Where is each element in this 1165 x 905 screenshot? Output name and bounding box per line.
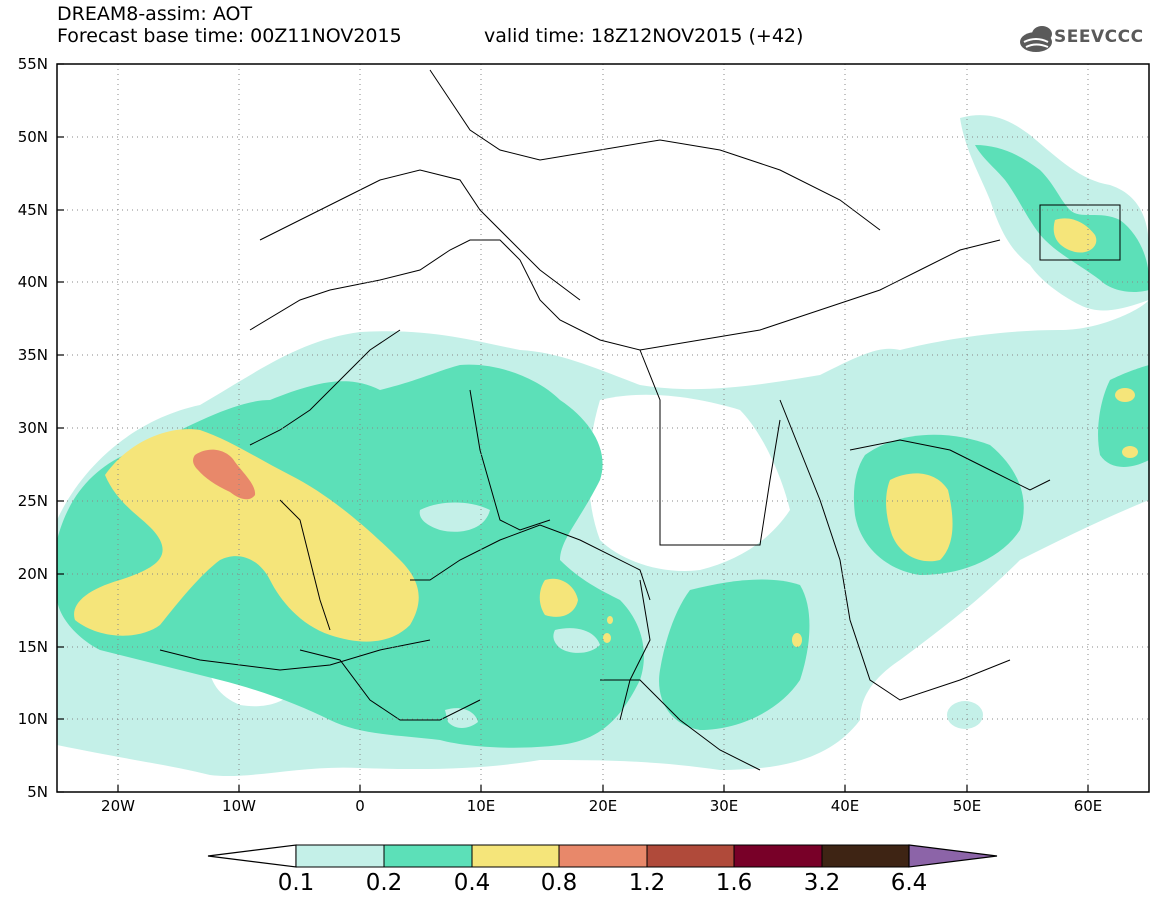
lon-label: 60E xyxy=(1073,797,1103,815)
colorbar-segment-1 xyxy=(295,844,385,868)
lat-label: 35N xyxy=(17,346,48,364)
forecast-base-time: Forecast base time: 00Z11NOV2015 xyxy=(57,25,402,47)
colorbar-segment-2 xyxy=(383,844,473,868)
lat-label: 10N xyxy=(17,710,48,728)
lat-label: 30N xyxy=(17,419,48,437)
colorbar-segment-6 xyxy=(733,844,823,868)
lat-label: 25N xyxy=(17,492,48,510)
colorbar-segment-3 xyxy=(471,844,560,868)
colorbar-label: 0.8 xyxy=(540,870,578,896)
lat-label: 50N xyxy=(17,128,48,146)
colorbar-label: 6.4 xyxy=(890,870,928,896)
axis-ticks xyxy=(57,63,1089,793)
lon-label: 20E xyxy=(588,797,618,815)
map-title: DREAM8-assim: AOT xyxy=(57,3,253,25)
aot-band-vhigh xyxy=(193,449,256,500)
aot-band-high xyxy=(74,218,1138,647)
colorbar-max-arrow xyxy=(908,844,998,868)
lat-label: 45N xyxy=(17,201,48,219)
logo-text: SEEVCCC xyxy=(1054,27,1144,47)
colorbar-label: 0.2 xyxy=(365,870,403,896)
lat-label: 15N xyxy=(17,638,48,656)
valid-time: valid time: 18Z12NOV2015 (+42) xyxy=(484,25,804,47)
lon-label: 10W xyxy=(222,797,256,815)
colorbar xyxy=(207,844,998,868)
colorbar-segment-4 xyxy=(558,844,648,868)
aot-inner-low xyxy=(419,502,600,728)
coastlines xyxy=(159,69,1121,771)
colorbar-label: 3.2 xyxy=(803,870,841,896)
lat-label: 40N xyxy=(17,273,48,291)
cloud-logo-icon xyxy=(1020,26,1052,52)
lon-label: 50E xyxy=(952,797,982,815)
lon-label: 10E xyxy=(466,797,496,815)
lon-label: 0 xyxy=(355,797,365,815)
colorbar-segment-7 xyxy=(821,844,910,868)
colorbar-label: 1.6 xyxy=(715,870,753,896)
lon-label: 40E xyxy=(830,797,860,815)
grid-lines xyxy=(57,64,1149,792)
lat-label: 20N xyxy=(17,565,48,583)
colorbar-label: 0.4 xyxy=(453,870,491,896)
lat-label: 55N xyxy=(17,55,48,73)
lon-label: 20W xyxy=(101,797,135,815)
lon-label: 30E xyxy=(709,797,739,815)
colorbar-segment-5 xyxy=(646,844,735,868)
lat-label: 5N xyxy=(27,783,48,801)
colorbar-label: 1.2 xyxy=(628,870,666,896)
colorbar-label: 0.1 xyxy=(277,870,315,896)
colorbar-min-arrow xyxy=(207,844,297,868)
